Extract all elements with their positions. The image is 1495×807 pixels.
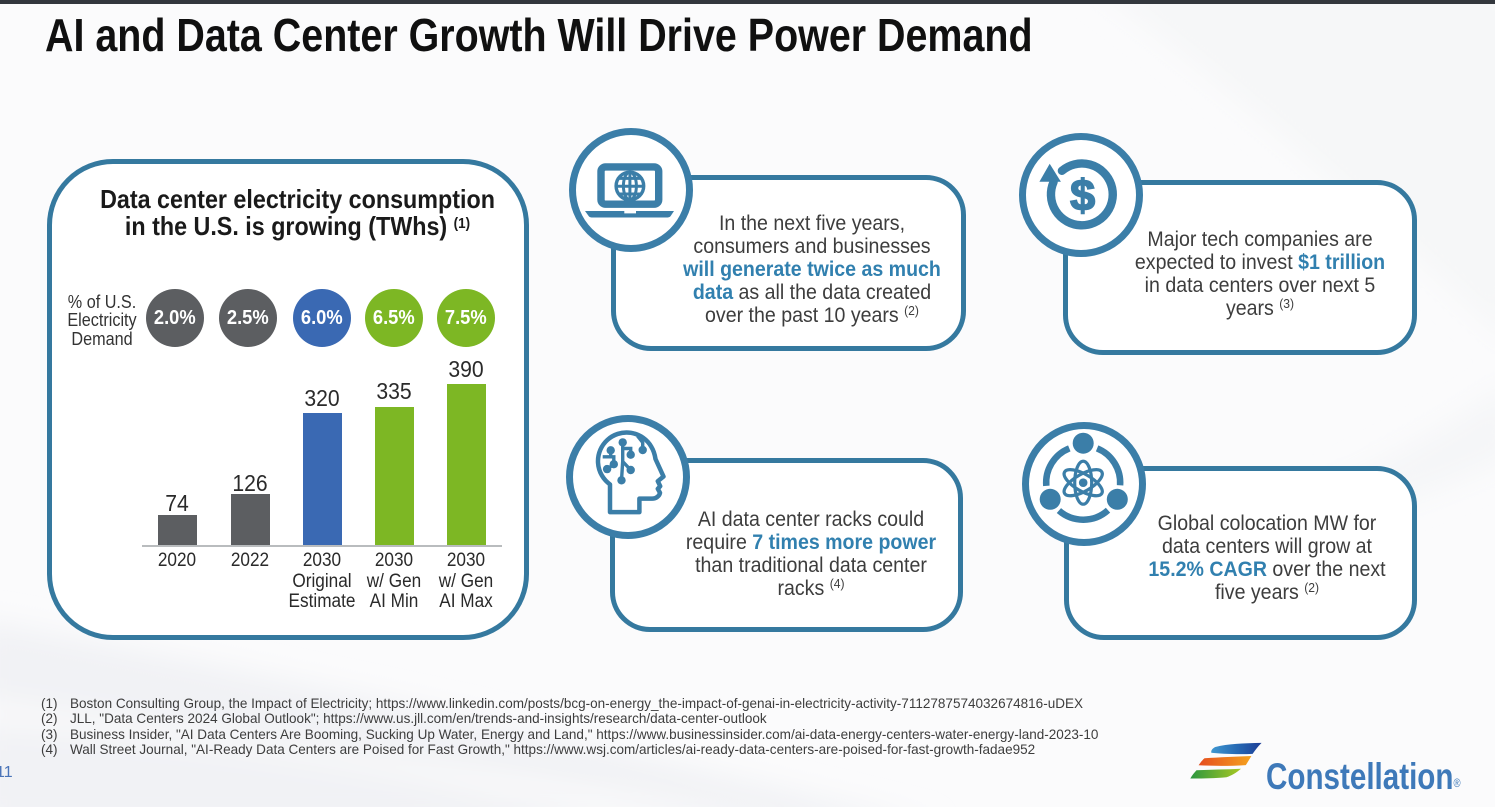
svg-text:$: $ — [1070, 172, 1095, 221]
